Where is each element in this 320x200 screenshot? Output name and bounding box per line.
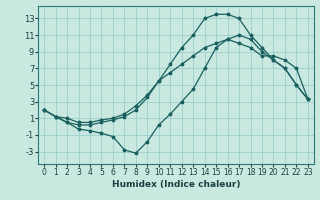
X-axis label: Humidex (Indice chaleur): Humidex (Indice chaleur) (112, 180, 240, 189)
